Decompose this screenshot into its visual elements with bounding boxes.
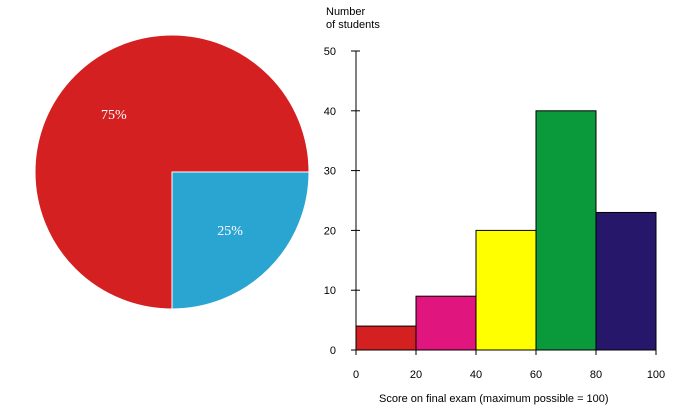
y-axis-label-line-1: Number <box>326 6 365 18</box>
x-tick-label-0: 0 <box>353 369 359 381</box>
histogram-bar-0 <box>355 325 417 351</box>
y-axis-label-line-2: of students <box>326 19 380 31</box>
y-tick-label-1: 10 <box>324 285 336 297</box>
pie-slice-label-1: 25% <box>217 224 243 239</box>
y-tick-label-4: 40 <box>324 106 336 118</box>
histogram-bar-4 <box>595 211 657 351</box>
pie-chart: 75% 25% <box>34 34 310 310</box>
y-tick-label-2: 20 <box>324 225 336 237</box>
pie-slice-1 <box>171 171 310 310</box>
x-tick-label-1: 20 <box>410 369 422 381</box>
y-tick-label-5: 50 <box>324 46 336 58</box>
histogram-bar-2 <box>475 229 537 351</box>
x-axis-label: Score on final exam (maximum possible = … <box>379 393 609 405</box>
histogram-bars <box>355 110 657 351</box>
y-tick-label-0: 0 <box>330 345 336 357</box>
y-tick-label-3: 30 <box>324 166 336 178</box>
pie-slice-label-0: 75% <box>101 108 127 123</box>
histogram-chart: Number of students Score on final exam (… <box>324 6 665 405</box>
pie-slice-0 <box>34 34 310 310</box>
histogram-bar-1 <box>415 295 477 351</box>
x-tick-label-4: 80 <box>590 369 602 381</box>
x-tick-label-2: 40 <box>470 369 482 381</box>
histogram-axes: 0 10 20 30 40 50 0 20 40 60 80 100 <box>324 46 665 381</box>
x-tick-label-3: 60 <box>530 369 542 381</box>
x-tick-label-5: 100 <box>647 369 665 381</box>
histogram-bar-3 <box>535 110 597 351</box>
